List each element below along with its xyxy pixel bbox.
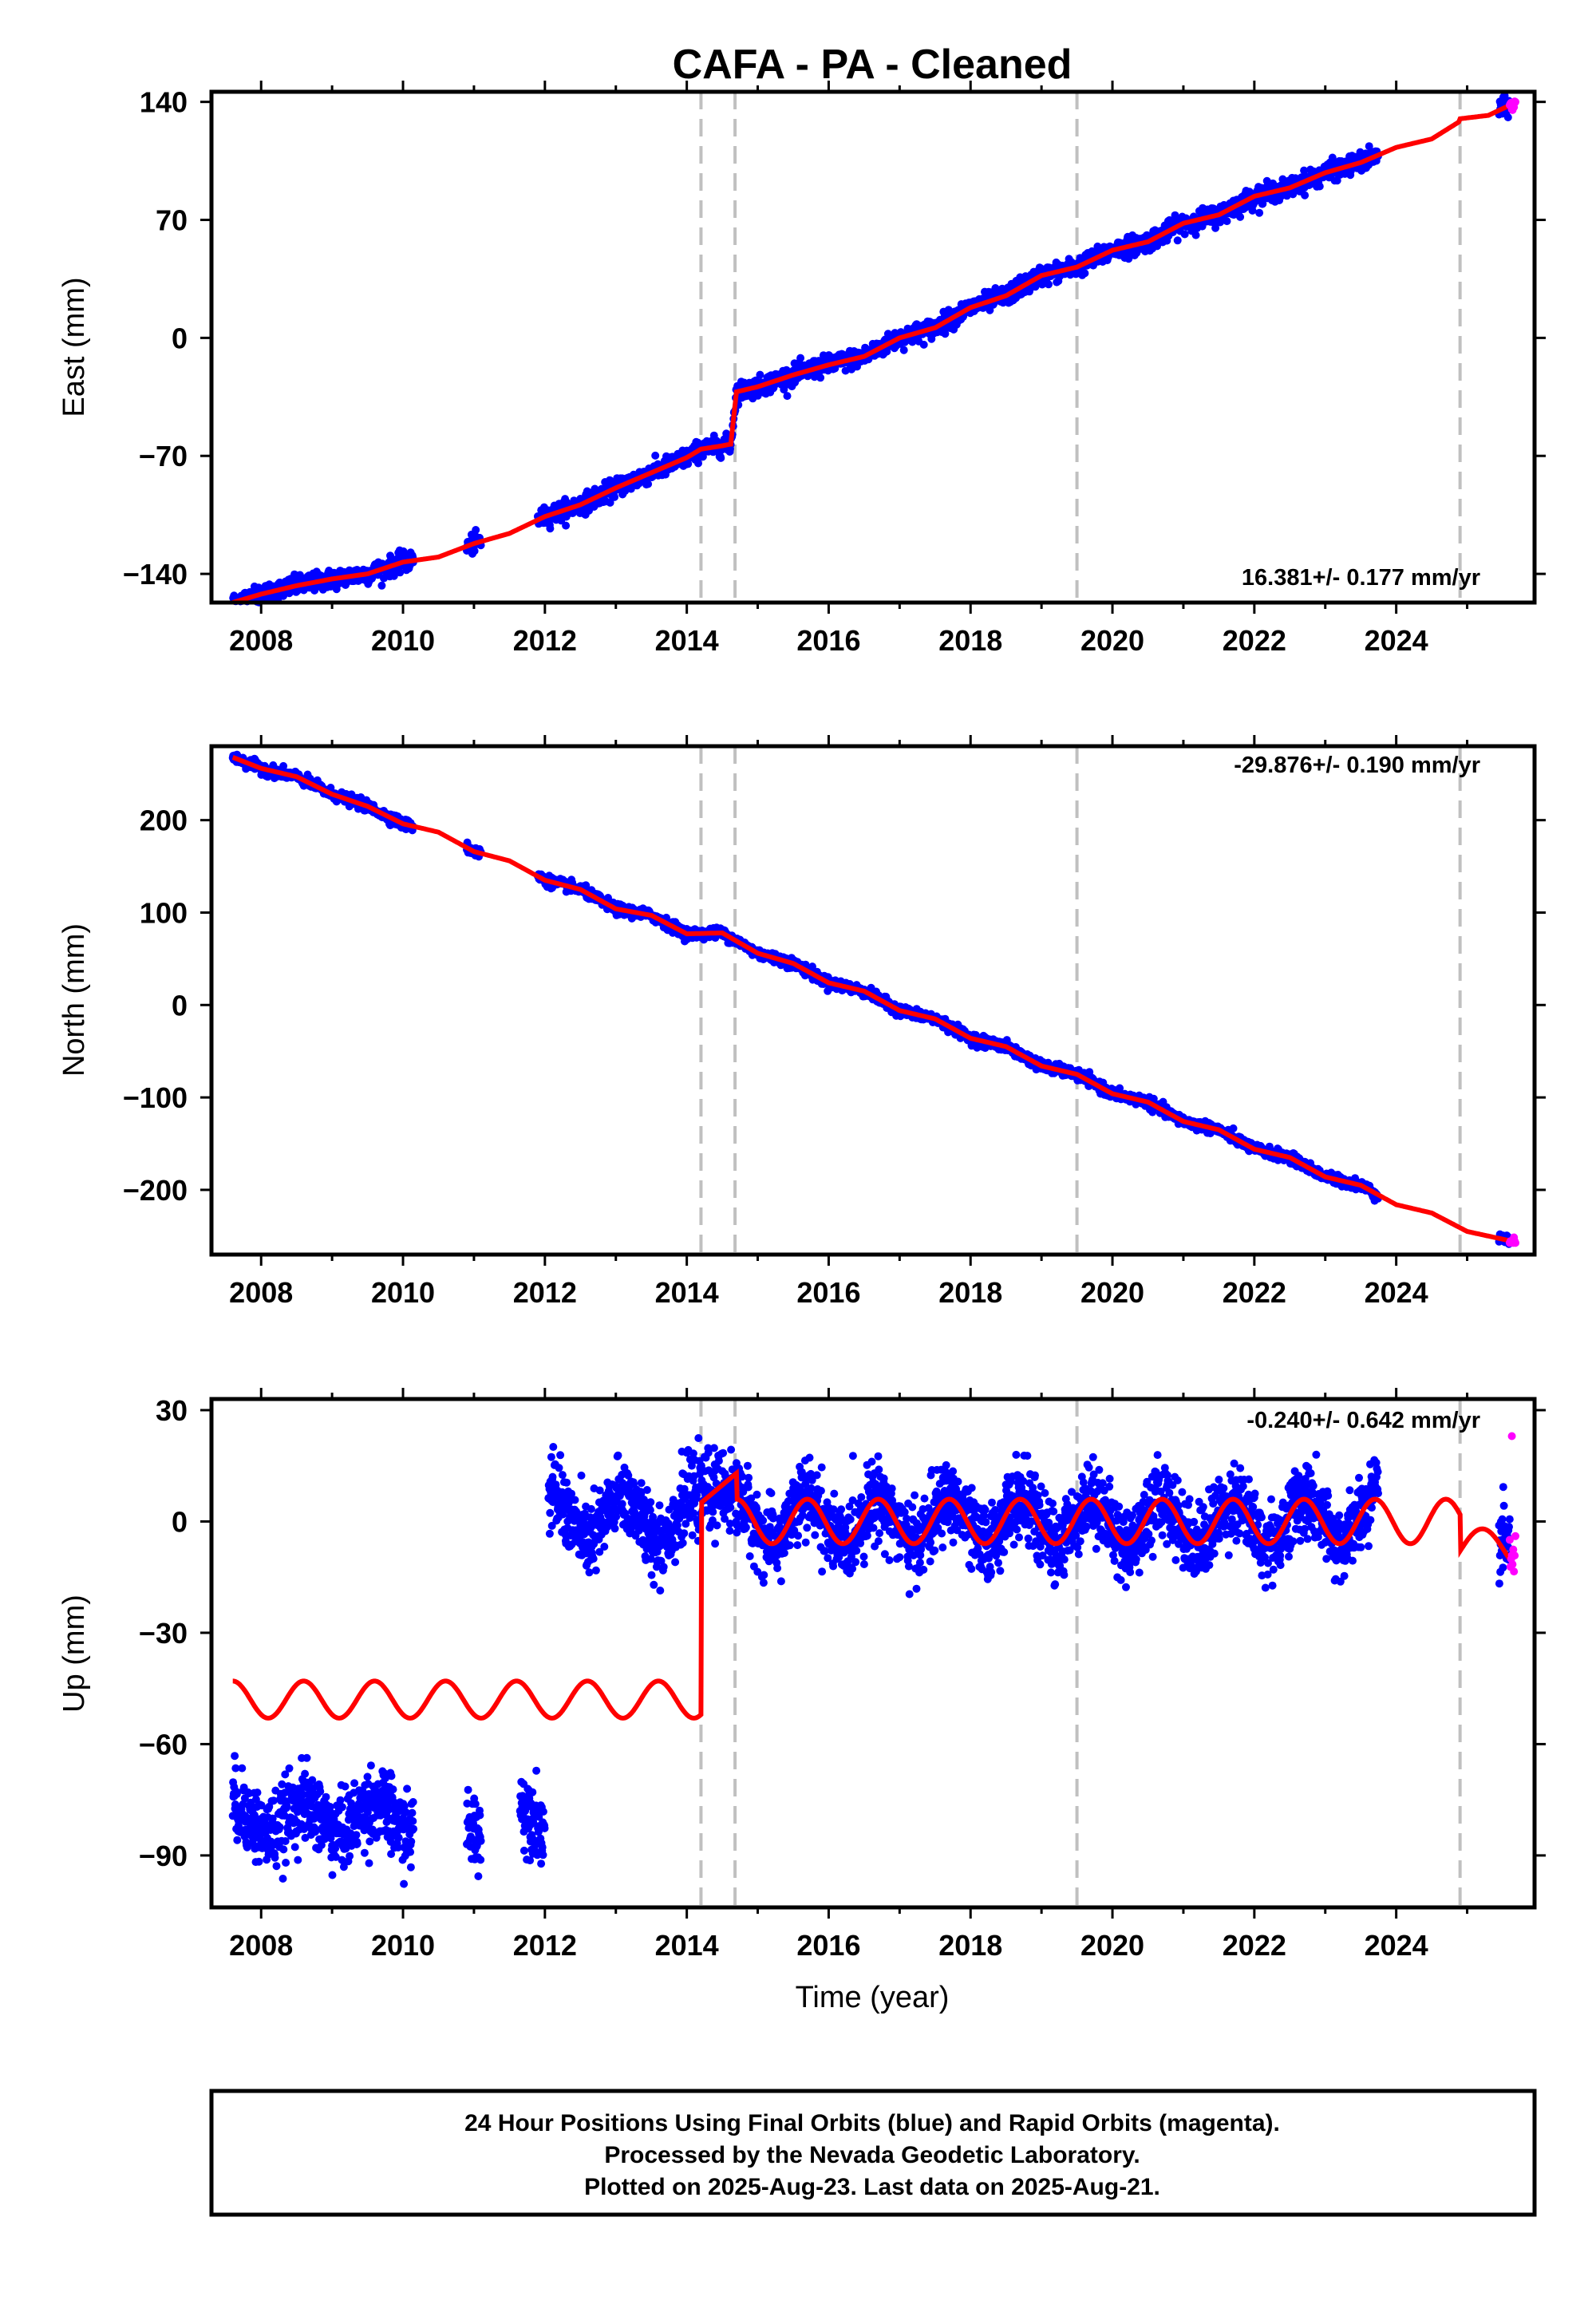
- final-orbit-point: [1080, 269, 1089, 278]
- y-tick-label: 140: [140, 86, 188, 119]
- y-tick-label: −140: [123, 558, 188, 591]
- final-orbit-point: [472, 526, 480, 534]
- final-orbit-point: [1315, 182, 1324, 191]
- final-orbit-point: [1045, 280, 1053, 289]
- final-orbit-point: [606, 498, 614, 507]
- x-tick-label: 2020: [1080, 624, 1144, 657]
- final-orbit-point: [1503, 113, 1512, 121]
- final-orbit-point: [377, 581, 386, 590]
- final-orbit-point: [1191, 231, 1200, 239]
- final-orbit-point: [899, 346, 908, 354]
- x-tick-label: 2008: [229, 624, 293, 657]
- rapid-orbit-point: [1511, 97, 1519, 106]
- x-tick-label: 2022: [1223, 624, 1286, 657]
- final-orbit-point: [1229, 1124, 1238, 1132]
- final-orbit-point: [470, 547, 479, 555]
- final-orbit-point: [1255, 208, 1264, 217]
- final-orbit-point: [644, 480, 653, 488]
- x-tick-label: 2024: [1365, 624, 1428, 657]
- y-tick-label: −70: [139, 440, 188, 472]
- x-tick-label: 2010: [371, 624, 435, 657]
- east-panel: 2008 2010 2012 2014 2016 2018 2020 2022 2024 140 7…: [57, 81, 1546, 657]
- final-orbit-point: [684, 460, 693, 468]
- final-orbit-point: [610, 492, 618, 501]
- y-tick-label: 70: [156, 204, 188, 237]
- x-tick-label: 2014: [655, 624, 719, 657]
- final-orbit-point: [796, 354, 805, 362]
- final-orbit-point: [1223, 217, 1231, 226]
- final-orbit-point: [546, 524, 555, 533]
- final-orbit-point: [919, 340, 928, 349]
- final-orbit-point: [1236, 212, 1245, 221]
- final-orbit-point: [756, 370, 764, 379]
- final-orbit-point: [651, 451, 660, 460]
- final-orbit-point: [1301, 191, 1310, 200]
- final-orbit-point: [279, 591, 288, 600]
- velocity-label: 16.381+/- 0.177 mm/yr: [1242, 565, 1480, 591]
- y-tick-label: 0: [172, 322, 188, 354]
- final-orbit-point: [1173, 236, 1182, 245]
- x-tick-label: 2018: [938, 624, 1002, 657]
- final-orbit-point: [717, 453, 725, 462]
- final-orbit-point: [396, 568, 405, 577]
- final-orbit-point: [783, 392, 792, 401]
- figure-title: CAFA - PA - Cleaned: [673, 41, 1073, 88]
- y-axis-label: East (mm): [57, 277, 91, 417]
- final-orbit-point: [1180, 230, 1189, 239]
- x-tick-label: 2012: [513, 624, 577, 657]
- x-tick-label: 2016: [796, 624, 860, 657]
- final-orbit-point: [694, 459, 702, 468]
- final-orbit-point: [816, 373, 825, 382]
- final-orbit-point: [562, 521, 571, 530]
- rapid-orbit-point: [1511, 1239, 1519, 1247]
